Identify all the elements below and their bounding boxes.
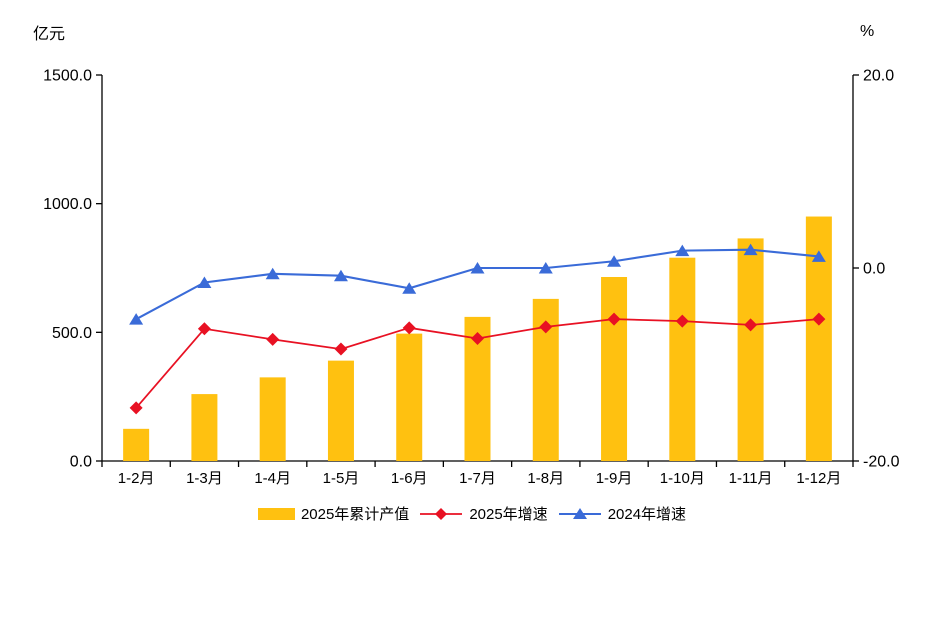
diamond-marker (197, 322, 211, 336)
line-triangle-up (135, 248, 819, 321)
legend-item-line-2025: 2025年增速 (419, 503, 548, 524)
right-axis-tick-label: 20.0 (863, 68, 894, 85)
left-axis-tick-label: 1000.0 (43, 196, 92, 213)
bar (601, 277, 628, 461)
right-axis-tick-label: 0.0 (863, 261, 885, 278)
diamond-marker (744, 318, 758, 332)
diamond-marker (812, 312, 826, 326)
bar (327, 360, 354, 461)
legend: 2025年累计产值 2025年增速 2024年增速 (0, 503, 944, 524)
x-axis-category-label: 1-10月 (660, 470, 705, 487)
diamond-marker (675, 314, 689, 328)
diamond-line-marker-icon (420, 507, 463, 520)
right-axis-tick-label: -20.0 (863, 454, 900, 471)
x-axis-category-label: 1-9月 (596, 470, 633, 487)
triangle-line-marker-icon (558, 507, 601, 519)
diamond-marker (334, 342, 348, 356)
triangle-marker (265, 267, 280, 280)
legend-item-bar-series: 2025年累计产值 (257, 503, 410, 524)
triangle-marker (811, 250, 826, 262)
x-axis-category-label: 1-8月 (527, 470, 564, 487)
triangle-marker (197, 276, 212, 288)
bar (123, 428, 150, 461)
x-axis-category-label: 1-11月 (729, 470, 773, 487)
diamond-marker (266, 332, 280, 346)
right-axis-unit-label: % (860, 23, 875, 40)
left-axis-tick-label: 0.0 (70, 454, 92, 471)
x-axis-category-label: 1-4月 (254, 470, 291, 487)
legend-label-line-2025: 2025年增速 (469, 506, 548, 523)
triangle-marker (129, 313, 144, 325)
x-axis-category-label: 1-5月 (323, 470, 360, 487)
bar (396, 333, 423, 461)
bar (259, 377, 286, 461)
left-axis-unit-label: 亿元 (33, 26, 66, 43)
triangle-marker (402, 282, 417, 294)
x-axis-category-label: 1-12月 (796, 470, 841, 487)
diamond-marker (471, 331, 484, 345)
bar (669, 257, 696, 461)
x-axis-category-label: 1-7月 (459, 470, 496, 487)
x-axis-category-label: 1-2月 (118, 470, 155, 487)
x-axis-category-label: 1-6月 (391, 470, 428, 487)
bar (191, 394, 218, 461)
bar (737, 238, 764, 461)
left-axis-tick-label: 1500.0 (43, 68, 92, 85)
legend-item-line-2024: 2024年增速 (558, 503, 686, 524)
legend-label-bar-series: 2025年累计产值 (300, 506, 410, 523)
legend-label-line-2024: 2024年增速 (607, 506, 687, 523)
triangle-marker (470, 262, 485, 274)
diamond-marker (539, 320, 553, 334)
triangle-marker (333, 269, 348, 282)
triangle-marker (743, 243, 758, 256)
diamond-marker (402, 321, 416, 335)
left-axis-tick-label: 500.0 (52, 325, 92, 342)
diamond-marker (607, 312, 621, 326)
triangle-marker (607, 255, 622, 267)
triangle-marker (675, 244, 690, 257)
diamond-marker (129, 401, 143, 415)
x-axis-category-label: 1-3月 (186, 470, 223, 487)
triangle-marker (538, 262, 553, 274)
bar-series-swatch-icon (257, 507, 295, 520)
